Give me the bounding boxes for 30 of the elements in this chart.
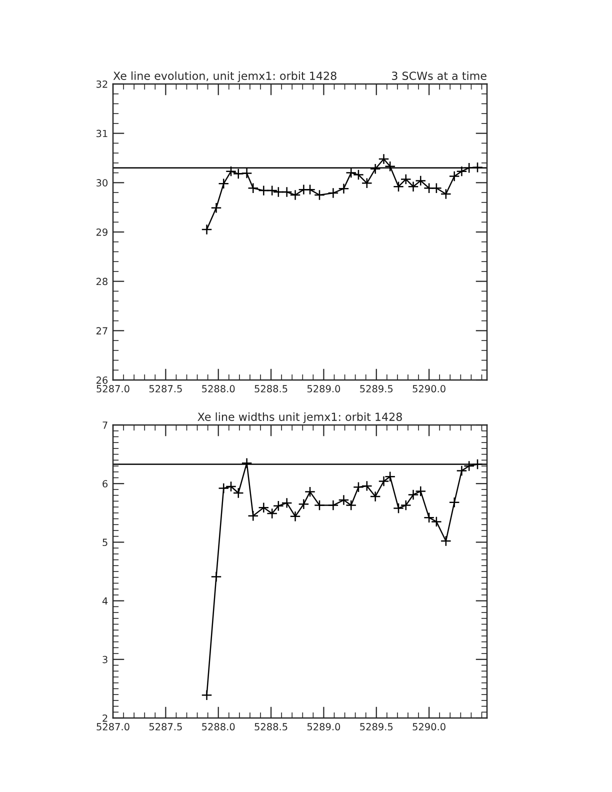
x-tick-label: 5288.0 xyxy=(202,723,235,730)
y-tick-label: 30 xyxy=(96,179,108,186)
x-tick-label: 5290.0 xyxy=(412,385,446,392)
x-tick-label: 5287.0 xyxy=(96,723,130,730)
y-tick-label: 31 xyxy=(96,130,108,138)
x-tick-label: 5289.5 xyxy=(360,723,393,730)
y-tick-label: 32 xyxy=(96,80,108,88)
x-tick-label: 5287.5 xyxy=(149,723,182,730)
y-tick-label: 28 xyxy=(96,278,108,286)
y-tick-label: 26 xyxy=(96,376,108,384)
x-tick-label: 5289.0 xyxy=(307,723,340,730)
x-tick-label: 5288.0 xyxy=(202,385,235,392)
x-tick-label: 5289.0 xyxy=(307,385,340,392)
x-tick-label: 5290.0 xyxy=(412,723,446,730)
chart-title: Xe line evolution, unit jemx1: orbit 1428 xyxy=(113,71,336,82)
x-tick-label: 5287.5 xyxy=(149,385,182,392)
chart-subtitle: 3 SCWs at a time xyxy=(392,71,486,80)
y-tick-label: 7 xyxy=(102,422,108,429)
y-tick-label: 4 xyxy=(102,597,108,604)
x-tick-label: 5288.5 xyxy=(254,723,288,730)
y-tick-label: 5 xyxy=(102,538,108,546)
y-tick-label: 3 xyxy=(102,656,108,664)
x-tick-label: 5287.0 xyxy=(96,385,130,392)
y-tick-label: 2 xyxy=(102,714,108,722)
x-tick-label: 5289.5 xyxy=(360,385,393,392)
y-tick-label: 6 xyxy=(102,480,108,488)
y-tick-label: 29 xyxy=(96,228,108,236)
x-tick-label: 5288.5 xyxy=(254,385,288,392)
chart-title: Xe line widths unit jemx1: orbit 1428 xyxy=(198,412,402,424)
y-tick-label: 27 xyxy=(96,327,108,334)
